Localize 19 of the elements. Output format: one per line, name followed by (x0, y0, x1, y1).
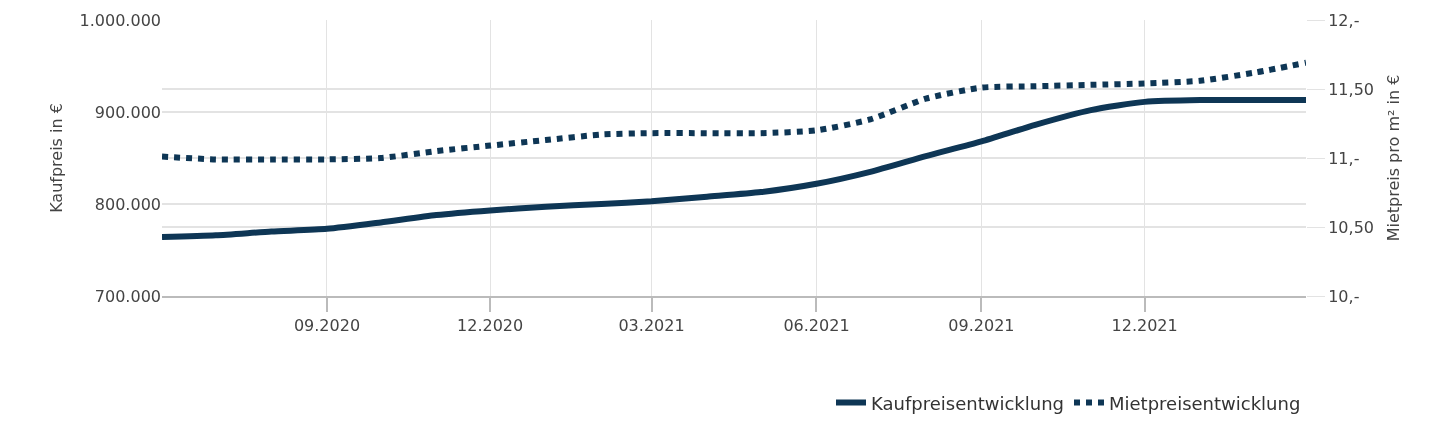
y2-tick-label: 11,50 (1328, 79, 1375, 99)
y-tick-label: 700.000 (94, 286, 161, 306)
x-tick-label: 06.2021 (783, 316, 850, 336)
x-tick-label: 03.2021 (618, 316, 685, 336)
x-tick-label: 09.2021 (948, 316, 1015, 336)
y-axis-title: Kaufpreis in € (47, 103, 67, 213)
y-tick-label: 900.000 (94, 102, 161, 122)
y2-tick-label: 10,50 (1328, 217, 1375, 237)
y2-tick-label: 11,- (1328, 148, 1360, 168)
y2-tick-label: 10,- (1328, 286, 1360, 306)
legend-label: Kaufpreisentwicklung (871, 392, 1064, 414)
y-tick-label: 800.000 (94, 194, 161, 214)
x-tick-label: 12.2021 (1111, 316, 1178, 336)
y2-tick-label: 12,- (1328, 10, 1360, 30)
y-tick-label: 1.000.000 (79, 10, 161, 30)
legend-label: Mietpreisentwicklung (1108, 392, 1301, 414)
x-tick-label: 09.2020 (293, 316, 361, 336)
x-tick-label: 12.2020 (457, 316, 524, 336)
y2-axis-title: Mietpreis pro m² in € (1383, 74, 1403, 242)
